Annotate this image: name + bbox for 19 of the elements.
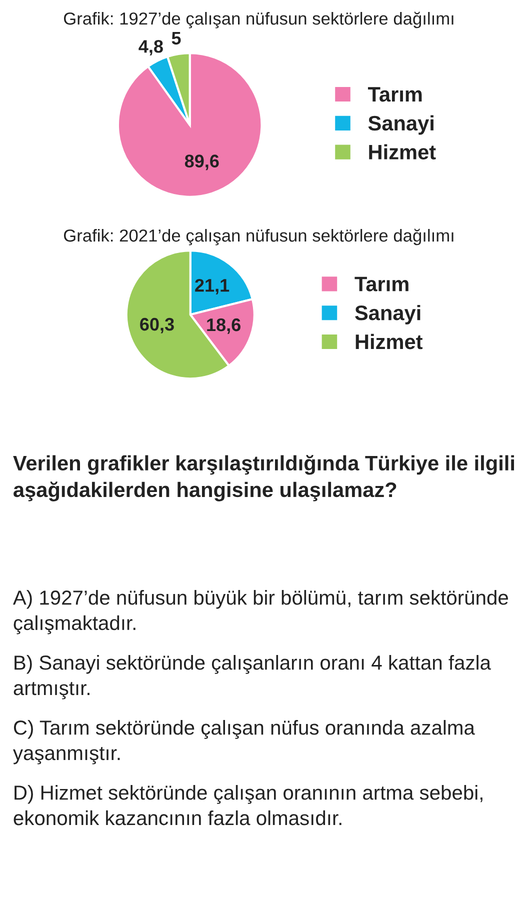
legend-label: Hizmet: [369, 144, 436, 160]
legend-label: Sanayi: [355, 304, 420, 324]
text: A) 1927’de nüfusun büyük bir bölümü, tarım sektöründe çalışmaktadır.: [12, 590, 508, 634]
text: C) Tarım sektöründe çalışan nüfus oranında azalma yaşanmıştır.: [13, 720, 475, 764]
text: B) Sanayi sektöründe çalışanların oranı 4 kattan fazla artmıştır.: [14, 655, 491, 700]
legend-label: Tarım: [368, 87, 422, 102]
text: Verilen grafikler karşılaştırıldığında Türkiye ile ilgili aşağıdakilerden hangisine ulaşılamaz?: [13, 455, 514, 502]
data-label: 4,8: [138, 40, 163, 56]
data-label: 18,6: [207, 318, 240, 334]
text: D) Hizmet sektöründe çalışan oranının artma sebebi, ekonomik kazancının fazla olmasıdır.: [14, 785, 482, 826]
legend-label: Sanayi: [368, 115, 434, 135]
data-label: 89,6: [184, 154, 219, 170]
legend-label: Hizmet: [356, 334, 423, 350]
data-label: 5: [172, 32, 181, 45]
chart-title: Grafik: 1927’de çalışan nüfusun sektörlere dağılımı: [64, 12, 454, 28]
data-label: 60,3: [140, 318, 174, 334]
legend-label: Tarım: [354, 276, 408, 292]
chart-title: Grafik: 2021’de çalışan nüfusun sektörlere dağılımı: [64, 228, 454, 246]
data-label: 21,1: [195, 278, 230, 294]
